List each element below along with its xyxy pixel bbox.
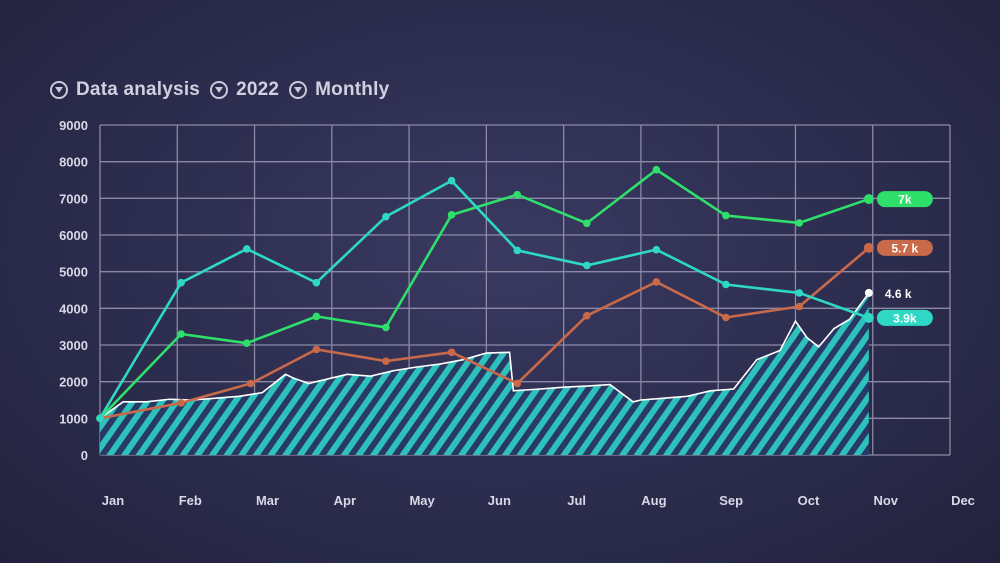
data-point [447, 348, 456, 357]
end-value-label: 7k [898, 193, 912, 207]
filter-year-label: 2022 [236, 79, 280, 100]
data-point [447, 211, 456, 219]
data-point [513, 379, 522, 388]
data-point [177, 278, 185, 287]
data-point [863, 242, 874, 253]
data-point [722, 280, 730, 289]
x-tick-label: Aug [641, 493, 666, 508]
x-tick-label: Apr [334, 493, 356, 508]
data-point [863, 194, 874, 205]
x-tick-label: Mar [256, 493, 279, 508]
x-tick-label: Jul [567, 493, 586, 508]
data-point [863, 312, 874, 323]
data-point [513, 190, 522, 199]
end-value-label: 4.6 k [885, 287, 912, 301]
data-point [652, 165, 661, 174]
data-point [382, 212, 390, 221]
data-point [312, 345, 321, 354]
data-point [795, 219, 804, 227]
y-tick-label: 0 [81, 448, 88, 463]
line-series [96, 165, 874, 423]
data-point [795, 289, 804, 297]
y-tick-label: 7000 [59, 191, 88, 206]
y-tick-label: 2000 [59, 375, 88, 390]
data-point [243, 245, 251, 253]
chevron-down-circle-icon [50, 81, 68, 99]
data-point [96, 414, 104, 423]
data-point [652, 245, 661, 254]
x-tick-label: Nov [873, 493, 898, 508]
data-point [177, 399, 185, 407]
x-tick-label: Sep [719, 493, 743, 508]
filter-data-analysis[interactable]: Data analysis [50, 79, 200, 101]
data-point [246, 379, 255, 388]
end-value-badge [876, 309, 933, 326]
x-tick-label: Oct [798, 493, 820, 508]
data-point [312, 312, 321, 321]
y-tick-label: 3000 [59, 338, 88, 353]
series-line [99, 168, 870, 420]
y-tick-label: 6000 [59, 228, 88, 243]
y-tick-label: 8000 [59, 155, 88, 170]
area-outline [99, 292, 870, 419]
x-tick-label: May [409, 493, 435, 508]
data-point [177, 330, 185, 338]
x-tick-label: Jan [102, 493, 124, 508]
axis-labels: 0 1000 2000 3000 4000 5000 6000 7000 8000 9000 Jan… [59, 118, 975, 508]
x-tick-label: Jun [488, 493, 511, 508]
data-point [722, 313, 730, 322]
data-point [243, 339, 251, 347]
end-value-label: 3.9k [893, 311, 917, 325]
end-value-badge [876, 239, 933, 256]
data-point [583, 311, 591, 320]
chart-filters: Data analysis 2022 Monthly [50, 76, 389, 104]
area-fill [100, 292, 869, 455]
data-point [447, 176, 456, 185]
data-point [382, 357, 390, 365]
filter-period[interactable]: Monthly [289, 79, 389, 101]
chevron-down-circle-icon [210, 81, 229, 99]
end-value-badge [876, 191, 933, 208]
filter-data-analysis-label: Data analysis [76, 79, 201, 100]
data-point [583, 219, 591, 228]
end-value-label: 5.7 k [892, 241, 919, 255]
data-point [312, 278, 321, 287]
filter-year[interactable]: 2022 [210, 79, 279, 101]
y-tick-label: 1000 [59, 411, 88, 426]
y-tick-label: 5000 [59, 265, 88, 280]
filter-period-label: Monthly [315, 79, 390, 100]
chevron-down-circle-icon [289, 81, 308, 99]
data-point [722, 211, 730, 220]
x-tick-label: Feb [179, 493, 202, 508]
data-point [795, 302, 804, 311]
data-point [652, 278, 661, 286]
area-end-point [864, 288, 873, 297]
data-point [583, 261, 591, 270]
series-line [98, 179, 870, 420]
data-point [513, 246, 522, 255]
y-tick-label: 4000 [59, 301, 88, 316]
series-line [99, 246, 870, 420]
data-point [382, 323, 390, 332]
x-tick-label: Dec [951, 493, 975, 508]
y-tick-label: 9000 [59, 118, 88, 133]
area-series [99, 288, 873, 455]
